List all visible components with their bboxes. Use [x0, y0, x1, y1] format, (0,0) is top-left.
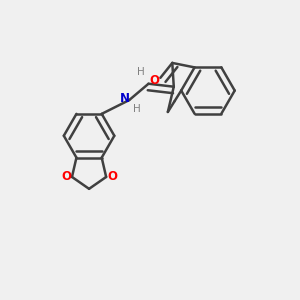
Text: H: H — [137, 67, 145, 77]
Text: O: O — [149, 74, 160, 87]
Text: O: O — [61, 170, 71, 183]
Text: N: N — [120, 92, 130, 105]
Text: H: H — [133, 104, 140, 114]
Text: O: O — [107, 170, 117, 183]
